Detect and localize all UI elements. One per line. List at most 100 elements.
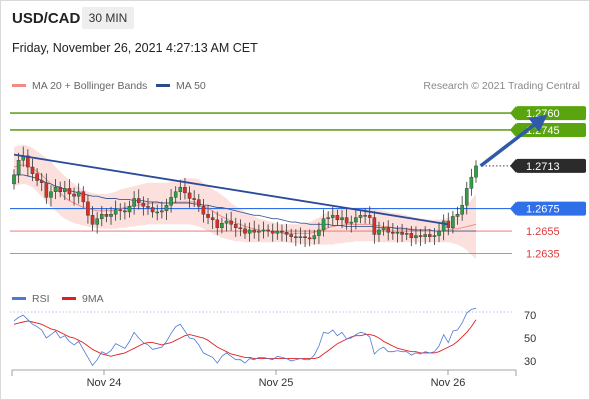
level-tag-2: [516, 158, 586, 173]
candle-body: [16, 160, 21, 176]
legend-ma50-swatch: [156, 83, 170, 87]
legend-ma20: MA 20 + Bollinger Bands: [12, 80, 147, 92]
level-label-2: 1.2713: [526, 161, 560, 173]
candle-body: [192, 198, 196, 200]
candle-body: [377, 229, 381, 235]
candle-body: [118, 209, 123, 212]
candle-body: [455, 214, 460, 217]
candle-body: [247, 229, 252, 234]
level-tag-pointer-0: [510, 106, 516, 121]
time-label-2: Nov 26: [431, 377, 466, 389]
rsi-tick-0: 30: [524, 356, 536, 368]
candle-body: [146, 206, 150, 208]
candle-body: [432, 235, 437, 237]
rsi-9ma-line: [13, 319, 477, 360]
candle-body: [141, 202, 146, 207]
candle-body: [252, 229, 257, 233]
candle-body: [58, 187, 62, 192]
candle-body: [206, 214, 210, 218]
candle-body: [109, 214, 113, 217]
timeframe-button[interactable]: 30 MIN: [82, 7, 134, 29]
credit-label: Research © 2021 Trading Central: [423, 80, 580, 92]
candle-body: [428, 234, 432, 237]
candle-body: [386, 227, 391, 233]
time-label-0: Nov 24: [87, 377, 122, 389]
candle-body: [423, 234, 427, 237]
candle-body: [312, 235, 317, 240]
time-label-1: Nov 25: [259, 377, 294, 389]
candle-body: [321, 218, 326, 231]
candle-body: [123, 210, 127, 213]
candle-body: [404, 233, 409, 235]
candle-body: [81, 191, 86, 203]
candle-body: [474, 165, 478, 178]
level-label-4: 1.2655: [526, 226, 560, 238]
rsi-tick-2: 70: [524, 310, 536, 322]
level-tag-3: [516, 201, 586, 216]
candle-body: [284, 231, 289, 235]
candle-body: [340, 217, 344, 221]
candle-body: [178, 187, 183, 192]
candle-body: [243, 228, 247, 234]
candle-body: [344, 217, 349, 224]
candle-body: [53, 187, 58, 192]
candle-body: [155, 211, 160, 214]
level-tag-pointer-1: [510, 122, 516, 137]
legend-ma50-label: MA 50: [176, 80, 206, 92]
candle-body: [201, 206, 206, 215]
candle-body: [63, 188, 67, 192]
legend-9ma-swatch: [62, 296, 76, 300]
candle-body: [354, 217, 358, 223]
symbol-title: USD/CAD: [12, 10, 81, 27]
level-tag-pointer-3: [510, 201, 516, 216]
candle-body: [460, 205, 464, 215]
candle-body: [294, 236, 298, 239]
ma50-line: [14, 174, 476, 232]
candle-body: [136, 198, 141, 204]
forecast-arrow: [479, 114, 548, 168]
legend-9ma: 9MA: [62, 293, 104, 305]
candle-body: [418, 235, 423, 237]
legend-ma20-label: MA 20 + Bollinger Bands: [32, 80, 148, 92]
candle-body: [187, 192, 192, 199]
candle-body: [132, 198, 136, 207]
level-label-3: 1.2675: [526, 204, 560, 216]
candle-body: [215, 219, 220, 228]
candle-body: [196, 199, 201, 207]
rsi-line: [13, 307, 477, 367]
candle-body: [349, 221, 354, 224]
candle-body: [367, 215, 372, 218]
candle-body: [39, 180, 44, 183]
legend-rsi-label: RSI: [32, 293, 50, 305]
candle-body: [150, 207, 155, 213]
level-tag-pointer-2: [510, 158, 516, 173]
candle-body: [307, 237, 312, 240]
candle-body: [395, 231, 400, 234]
candle-body: [298, 236, 303, 239]
candle-body: [72, 193, 76, 197]
candle-body: [280, 230, 284, 233]
candle-body: [26, 155, 30, 168]
candle-body: [335, 215, 340, 221]
bollinger-band-fill: [14, 144, 476, 260]
candle-body: [90, 215, 95, 225]
legend-9ma-label: 9MA: [82, 293, 104, 305]
candle-body: [113, 209, 118, 215]
candle-body: [257, 230, 261, 233]
candle-body: [261, 229, 266, 232]
candle-body: [326, 217, 330, 219]
legend-ma50: MA 50: [156, 80, 206, 92]
candle-body: [210, 217, 215, 221]
candle-body: [441, 220, 446, 232]
candle-body: [233, 224, 238, 228]
candle-body: [173, 191, 178, 198]
candle-body: [164, 205, 169, 212]
candle-body: [381, 227, 386, 231]
trendline: [13, 153, 449, 226]
candle-body: [330, 215, 335, 218]
candle-body: [220, 223, 224, 228]
legend-rsi-swatch: [12, 296, 26, 300]
candle-body: [76, 191, 81, 197]
candle-body: [30, 166, 35, 174]
